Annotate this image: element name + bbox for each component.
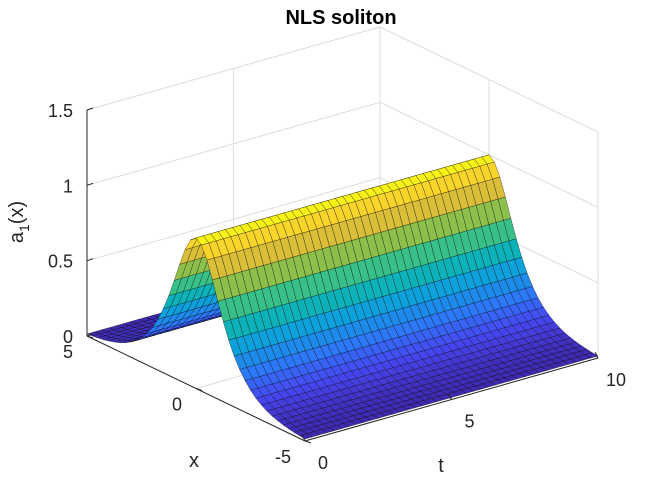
z-tick-mark <box>86 182 94 186</box>
z-label-tail: (x) <box>6 201 28 224</box>
t-tick-mark <box>448 393 452 400</box>
t-tick-mark <box>301 434 306 442</box>
x-tick-label: 0 <box>172 395 182 415</box>
z-tick-mark <box>86 333 94 337</box>
t-tick-label: 10 <box>606 370 626 390</box>
t-tick-label: 5 <box>464 412 474 432</box>
x-tick-mark <box>195 388 203 391</box>
z-axis-label: a1(x) <box>6 201 32 243</box>
x-tick-mark <box>86 335 94 339</box>
x-axis-label-t: t <box>438 455 444 477</box>
z-label-subscript: 1 <box>16 224 32 232</box>
x-tick-label: -5 <box>275 447 291 467</box>
z-label-main: a <box>6 231 28 243</box>
t-tick-label: 0 <box>318 453 328 473</box>
surface <box>86 154 599 440</box>
x-tick-label: 5 <box>63 342 73 362</box>
z-tick-mark <box>86 107 94 111</box>
z-tick-label: 1 <box>63 176 73 196</box>
y-axis-label-x: x <box>189 450 199 472</box>
surface-patch <box>299 433 313 440</box>
z-tick-label: 0 <box>63 327 73 347</box>
axes-lines <box>86 107 599 444</box>
z-tick-label: 1.5 <box>48 101 73 121</box>
z-tick-label: 0.5 <box>48 252 73 272</box>
z-tick-mark <box>86 258 94 262</box>
t-tick-mark <box>594 351 599 359</box>
x-tick-mark <box>304 440 312 444</box>
chart-title: NLS soliton <box>285 7 396 29</box>
